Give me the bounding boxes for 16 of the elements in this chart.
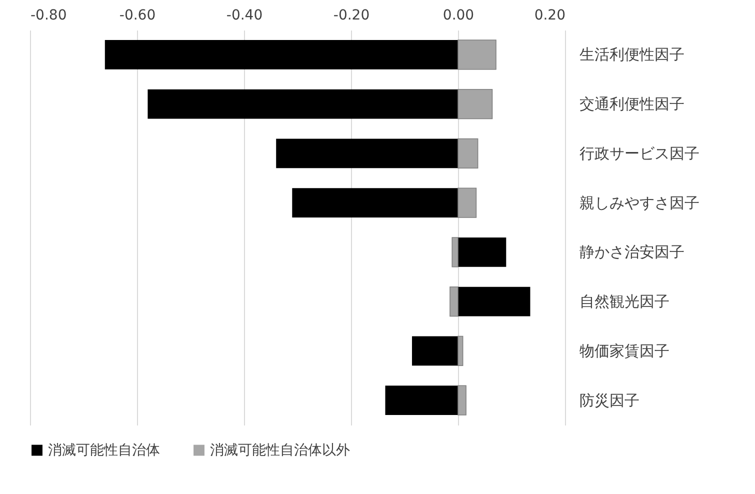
y-tick-label: 物価家賃因子 — [580, 342, 670, 360]
x-tick-label: -0.40 — [226, 8, 263, 24]
x-tick-label: -0.60 — [119, 8, 156, 24]
y-tick-label: 行政サービス因子 — [580, 144, 700, 162]
x-tick-label: -0.80 — [30, 8, 67, 24]
legend-label: 消滅可能性自治体以外 — [210, 442, 350, 458]
legend-label: 消滅可能性自治体 — [48, 442, 160, 458]
y-tick-label: 自然観光因子 — [580, 292, 670, 311]
y-tick-label: 防災因子 — [580, 391, 640, 410]
x-tick-label: 0.20 — [534, 8, 566, 24]
y-tick-label: 交通利便性因子 — [580, 95, 684, 114]
x-tick-label: 0.00 — [442, 8, 474, 24]
y-tick-label: 生活利便性因子 — [580, 46, 684, 64]
x-tick-label: -0.20 — [333, 8, 370, 24]
y-tick-label: 静かさ治安因子 — [580, 243, 684, 262]
y-tick-label: 親しみやすさ因子 — [580, 194, 700, 212]
